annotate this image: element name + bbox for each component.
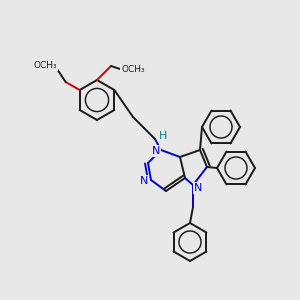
Text: OCH₃: OCH₃	[34, 61, 58, 70]
Text: N: N	[194, 183, 202, 193]
Text: N: N	[152, 146, 160, 156]
Text: OCH₃: OCH₃	[121, 65, 145, 74]
Text: H: H	[159, 131, 167, 141]
Text: N: N	[140, 176, 148, 186]
